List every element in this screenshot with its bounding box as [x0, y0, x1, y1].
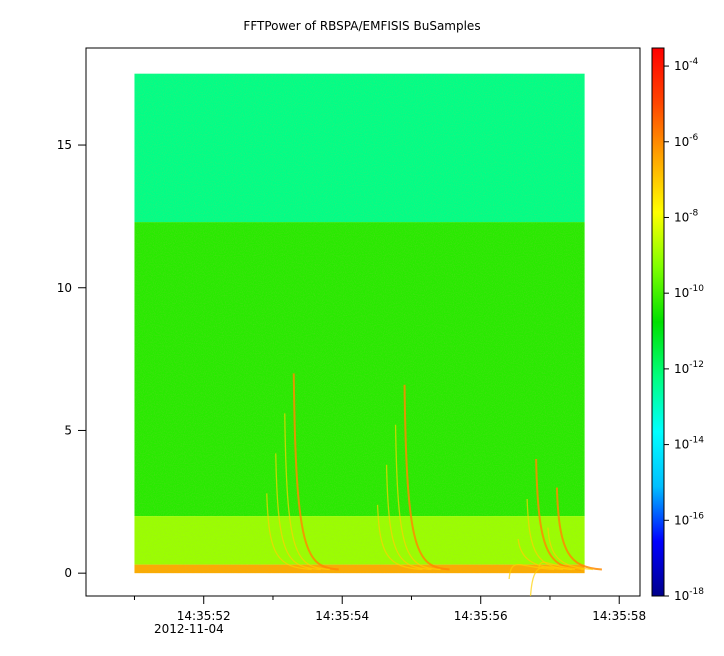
y-axis: 0 5 10 15: [57, 138, 86, 580]
chorus-element-3-sub-1: [547, 527, 593, 571]
chorus-element-1-sub-2: [385, 464, 432, 571]
y-tick-label-3: 15: [57, 138, 72, 152]
colorbar-tick-label-0: 10-18: [674, 587, 704, 603]
heatmap-texture: [134, 73, 585, 574]
x-tick-label-2: 14:35:56: [454, 609, 508, 623]
chorus-element-0-sub-2: [275, 453, 321, 571]
chart-title: FFTPower of RBSPA/EMFISIS BuSamples: [243, 19, 480, 33]
x-date-label: 2012-11-04: [154, 622, 224, 636]
chorus-element-0-sub-1: [284, 413, 330, 571]
colorbar-tick-label-4: 10-10: [674, 284, 704, 300]
colorbar-tick-label-6: 10-6: [674, 133, 699, 149]
colorbar-tick-label-7: 10-4: [674, 57, 699, 73]
chorus-element-0: [292, 373, 339, 571]
colorbar-tick-label-3: 10-12: [674, 360, 704, 376]
x-axis: 14:35:52 14:35:54 14:35:56 14:35:58: [133, 596, 646, 623]
y-tick-label-1: 5: [64, 423, 72, 437]
y-tick-label-2: 10: [57, 281, 72, 295]
x-tick-label-0: 14:35:52: [177, 609, 231, 623]
x-tick-label-3: 14:35:58: [592, 609, 646, 623]
y-tick-label-0: 0: [64, 566, 72, 580]
colorbar-tick-label-1: 10-16: [674, 511, 704, 527]
chorus-element-0-sub-3: [266, 493, 312, 571]
chorus-element-3-sub-3: [529, 566, 575, 596]
chorus-element-1-sub-1: [394, 424, 441, 571]
chorus-element-2-sub-2: [517, 538, 564, 571]
chorus-element-3: [555, 487, 602, 571]
colorbar-tick-label-5: 10-8: [674, 208, 699, 224]
colorbar: 10-18 10-16 10-14 10-12 10-10 10-8 10-6 10-4: [651, 47, 704, 603]
colorbar-tick-label-2: 10-14: [674, 436, 704, 452]
colorbar-gradient: [651, 47, 665, 597]
chorus-element-1-sub-3: [376, 504, 423, 571]
x-tick-label-1: 14:35:54: [315, 609, 369, 623]
chorus-element-1: [403, 384, 450, 571]
colorbar-ticks: 10-18 10-16 10-14 10-12 10-10 10-8 10-6 10-4: [664, 57, 704, 603]
chorus-element-2-sub-3: [508, 564, 555, 580]
heatmap-layer: [134, 73, 602, 596]
chorus-element-3-sub-2: [538, 561, 584, 571]
